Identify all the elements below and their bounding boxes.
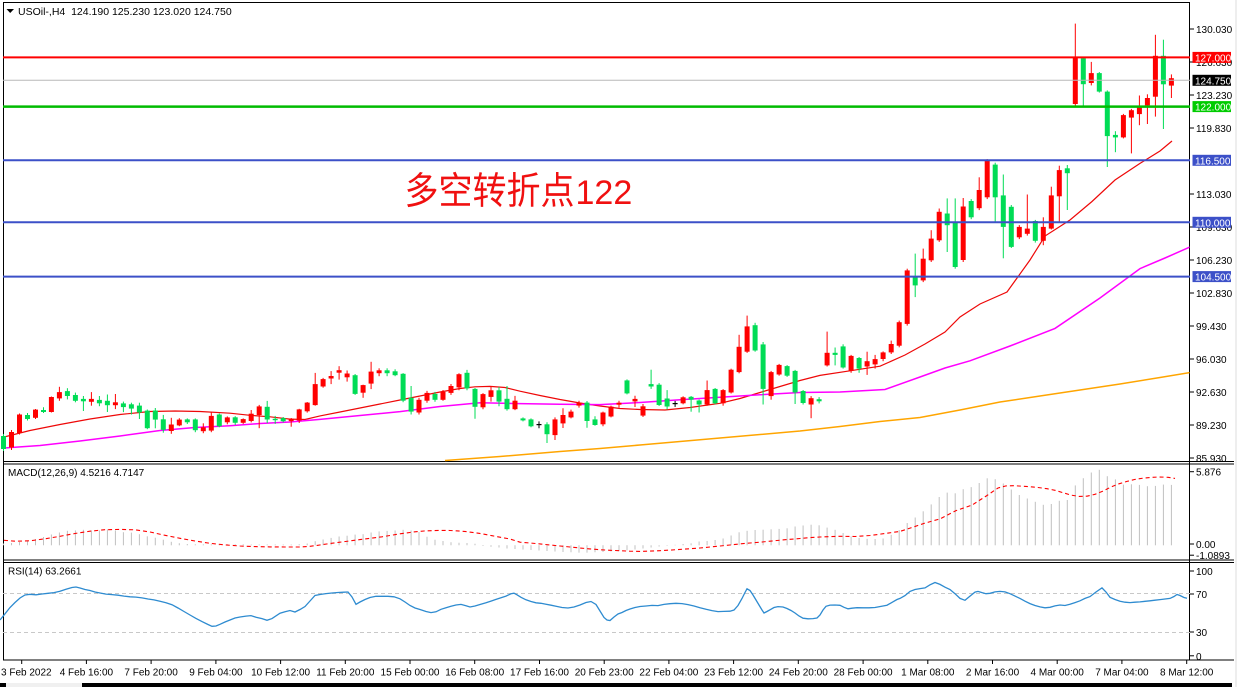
svg-text:96.030: 96.030 [1196, 355, 1227, 366]
svg-text:24 Feb 20:00: 24 Feb 20:00 [769, 668, 828, 679]
svg-text:17 Feb 16:00: 17 Feb 16:00 [510, 668, 569, 679]
svg-text:122: 122 [576, 174, 633, 212]
svg-text:1 Mar 08:00: 1 Mar 08:00 [901, 668, 955, 679]
svg-text:110.000: 110.000 [1195, 218, 1231, 229]
svg-text:7 Mar 04:00: 7 Mar 04:00 [1095, 668, 1149, 679]
svg-text:9 Feb 04:00: 9 Feb 04:00 [189, 668, 243, 679]
svg-text:2 Mar 16:00: 2 Mar 16:00 [966, 668, 1020, 679]
svg-text:11 Feb 20:00: 11 Feb 20:00 [316, 668, 375, 679]
svg-text:USOil-,H4 124.190 125.230 123: USOil-,H4 124.190 125.230 123.020 124.75… [18, 6, 232, 18]
svg-text:123.230: 123.230 [1196, 91, 1233, 102]
svg-text:5.876: 5.876 [1196, 468, 1221, 479]
svg-text:23 Feb 12:00: 23 Feb 12:00 [704, 668, 763, 679]
svg-text:113.030: 113.030 [1196, 190, 1232, 201]
svg-text:122.000: 122.000 [1195, 103, 1232, 114]
svg-text:0.00: 0.00 [1196, 540, 1216, 551]
svg-text:4 Mar 00:00: 4 Mar 00:00 [1031, 668, 1085, 679]
svg-text:3 Feb 2022: 3 Feb 2022 [1, 668, 52, 679]
svg-text:124.750: 124.750 [1195, 76, 1232, 87]
svg-text:15 Feb 00:00: 15 Feb 00:00 [381, 668, 440, 679]
svg-text:7 Feb 20:00: 7 Feb 20:00 [124, 668, 178, 679]
svg-text:4 Feb 16:00: 4 Feb 16:00 [60, 668, 114, 679]
svg-text:104.500: 104.500 [1195, 273, 1232, 284]
svg-text:99.430: 99.430 [1196, 322, 1227, 333]
svg-text:20 Feb 23:00: 20 Feb 23:00 [575, 668, 634, 679]
svg-text:85.930: 85.930 [1196, 454, 1227, 465]
svg-text:RSI(14) 63.2661: RSI(14) 63.2661 [8, 567, 82, 578]
svg-text:116.500: 116.500 [1195, 156, 1231, 167]
svg-text:127.000: 127.000 [1195, 53, 1232, 64]
svg-text:89.230: 89.230 [1196, 421, 1227, 432]
svg-text:102.830: 102.830 [1196, 289, 1233, 300]
svg-text:119.830: 119.830 [1196, 124, 1232, 135]
svg-text:16 Feb 08:00: 16 Feb 08:00 [445, 668, 504, 679]
svg-text:0: 0 [1196, 652, 1202, 663]
svg-text:22 Feb 04:00: 22 Feb 04:00 [639, 668, 698, 679]
svg-text:28 Feb 00:00: 28 Feb 00:00 [834, 668, 893, 679]
svg-text:70: 70 [1196, 590, 1208, 601]
svg-text:126.630: 126.630 [1196, 58, 1233, 69]
svg-text:-1.0893: -1.0893 [1196, 551, 1230, 562]
svg-text:130.030: 130.030 [1196, 25, 1233, 36]
svg-text:100: 100 [1196, 567, 1213, 578]
svg-text:MACD(12,26,9) 4.5216 4.7147: MACD(12,26,9) 4.5216 4.7147 [8, 468, 145, 479]
svg-text:30: 30 [1196, 628, 1208, 639]
svg-text:10 Feb 12:00: 10 Feb 12:00 [251, 668, 310, 679]
svg-text:8 Mar 12:00: 8 Mar 12:00 [1160, 668, 1214, 679]
svg-text:109.630: 109.630 [1196, 223, 1233, 234]
svg-text:92.630: 92.630 [1196, 388, 1227, 399]
svg-text:106.230: 106.230 [1196, 256, 1233, 267]
